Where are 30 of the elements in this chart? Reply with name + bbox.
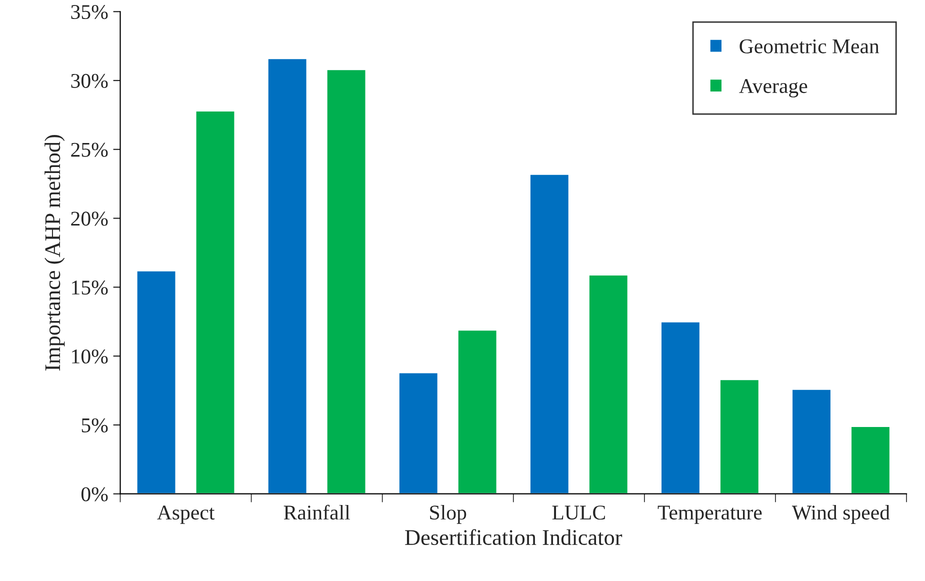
bar xyxy=(266,58,308,494)
bar xyxy=(326,68,367,494)
x-tick-label: Rainfall xyxy=(284,504,350,520)
legend-label: Average xyxy=(739,79,808,98)
x-tick-label: LULC xyxy=(552,506,605,520)
y-tick-label: 5% xyxy=(82,418,108,432)
bar xyxy=(719,378,760,494)
bar xyxy=(660,320,701,494)
y-tick-label: 15% xyxy=(72,280,108,295)
x-axis-title: Desertification Indicator xyxy=(405,529,622,546)
legend-label: Geometric Mean xyxy=(740,39,880,54)
y-tick-label: 30% xyxy=(71,74,108,88)
bar xyxy=(456,329,498,494)
y-tick-label: 10% xyxy=(72,349,108,364)
bar xyxy=(588,274,629,494)
x-tick-label: Aspect xyxy=(157,506,215,524)
x-tick-label: Wind speed xyxy=(792,504,890,524)
x-tick-label: Slop xyxy=(430,504,466,524)
bar xyxy=(529,174,570,494)
y-tick-label: 25% xyxy=(71,142,108,157)
y-axis-title: Importance (AHP method) xyxy=(44,135,65,371)
y-tick-label: 35% xyxy=(71,4,108,20)
bar xyxy=(850,426,891,494)
bar xyxy=(398,372,439,494)
y-tick-label: 20% xyxy=(71,212,108,226)
bar xyxy=(194,110,236,494)
bar xyxy=(791,388,832,494)
x-tick-label: Temperature xyxy=(658,506,762,524)
y-tick-label: 0% xyxy=(81,487,108,502)
bar xyxy=(136,270,177,494)
